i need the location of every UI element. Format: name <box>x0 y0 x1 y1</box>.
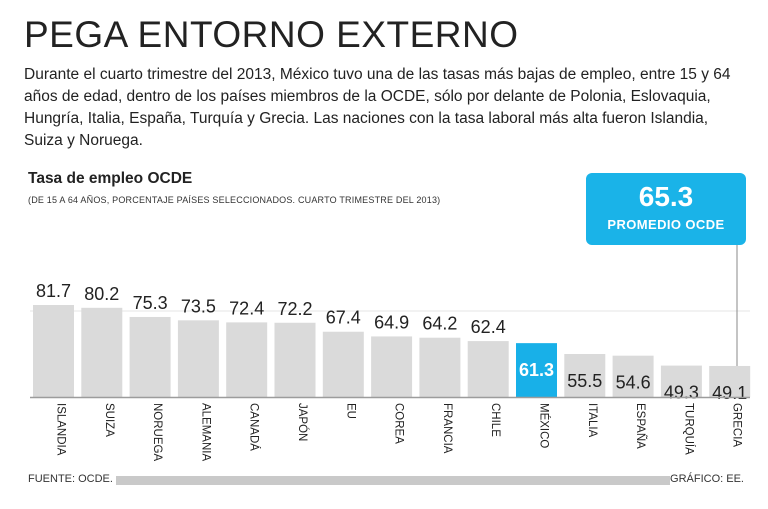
bar <box>226 322 268 397</box>
bar <box>371 336 413 397</box>
bar <box>81 307 123 397</box>
value-label: 49.3 <box>664 383 699 403</box>
category-label: ITALIA <box>586 403 598 438</box>
bar <box>177 320 219 397</box>
category-label: ISLANDIA <box>55 403 67 456</box>
value-label: 55.5 <box>567 371 602 391</box>
category-label: NORUEGA <box>151 403 163 461</box>
bar <box>322 331 364 397</box>
category-label: CANADÁ <box>248 403 261 451</box>
value-label: 75.3 <box>133 293 168 313</box>
footer-bar <box>116 476 670 485</box>
value-label: 54.6 <box>616 373 651 393</box>
bar-highlight <box>516 343 557 397</box>
category-label: CHILE <box>489 403 501 437</box>
category-label: GRECIA <box>731 403 743 447</box>
intro-paragraph: Durante el cuarto trimestre del 2013, Mé… <box>24 66 731 149</box>
category-label: COREA <box>393 403 405 444</box>
category-label: JAPÓN <box>296 403 309 441</box>
bar <box>709 365 751 397</box>
value-label: 73.5 <box>181 296 216 316</box>
chart-title: Tasa de empleo OCDE <box>28 170 193 187</box>
bar <box>612 355 654 397</box>
headline: PEGA ENTORNO EXTERNO <box>24 14 519 55</box>
value-label: 49.1 <box>712 383 747 403</box>
bar <box>564 353 606 397</box>
category-label: SUIZA <box>103 403 115 437</box>
value-label: 61.3 <box>519 360 554 380</box>
oecd-average-value: 65.3 <box>638 181 694 212</box>
category-label: ESPAÑA <box>634 403 647 449</box>
bar <box>467 341 509 397</box>
value-label: 81.7 <box>36 281 71 301</box>
graphic-credit: GRÁFICO: EE. <box>670 473 744 485</box>
chart-subtitle: (DE 15 A 64 AÑOS, PORCENTAJE PAÍSES SELE… <box>28 195 441 205</box>
category-label: FRANCIA <box>441 403 453 454</box>
bar <box>660 365 702 397</box>
category-label: EU <box>344 403 356 419</box>
bar <box>274 322 316 397</box>
value-label: 62.4 <box>471 317 506 337</box>
oecd-average-callout: 65.3 PROMEDIO OCDE <box>586 173 746 245</box>
value-label: 64.2 <box>422 314 457 334</box>
value-label: 72.2 <box>277 299 312 319</box>
value-label: 64.9 <box>374 312 409 332</box>
bar <box>33 304 74 397</box>
value-label: 72.4 <box>229 298 264 318</box>
oecd-average-label: PROMEDIO OCDE <box>607 217 725 232</box>
category-label: TURQUÍA <box>682 403 695 455</box>
category-label: MÉXICO <box>538 403 551 448</box>
bar <box>129 316 171 397</box>
category-label: ALEMANIA <box>199 403 211 461</box>
value-label: 67.4 <box>326 308 361 328</box>
bar <box>419 337 461 397</box>
source-note: FUENTE: OCDE. <box>28 473 113 485</box>
value-label: 80.2 <box>84 284 119 304</box>
